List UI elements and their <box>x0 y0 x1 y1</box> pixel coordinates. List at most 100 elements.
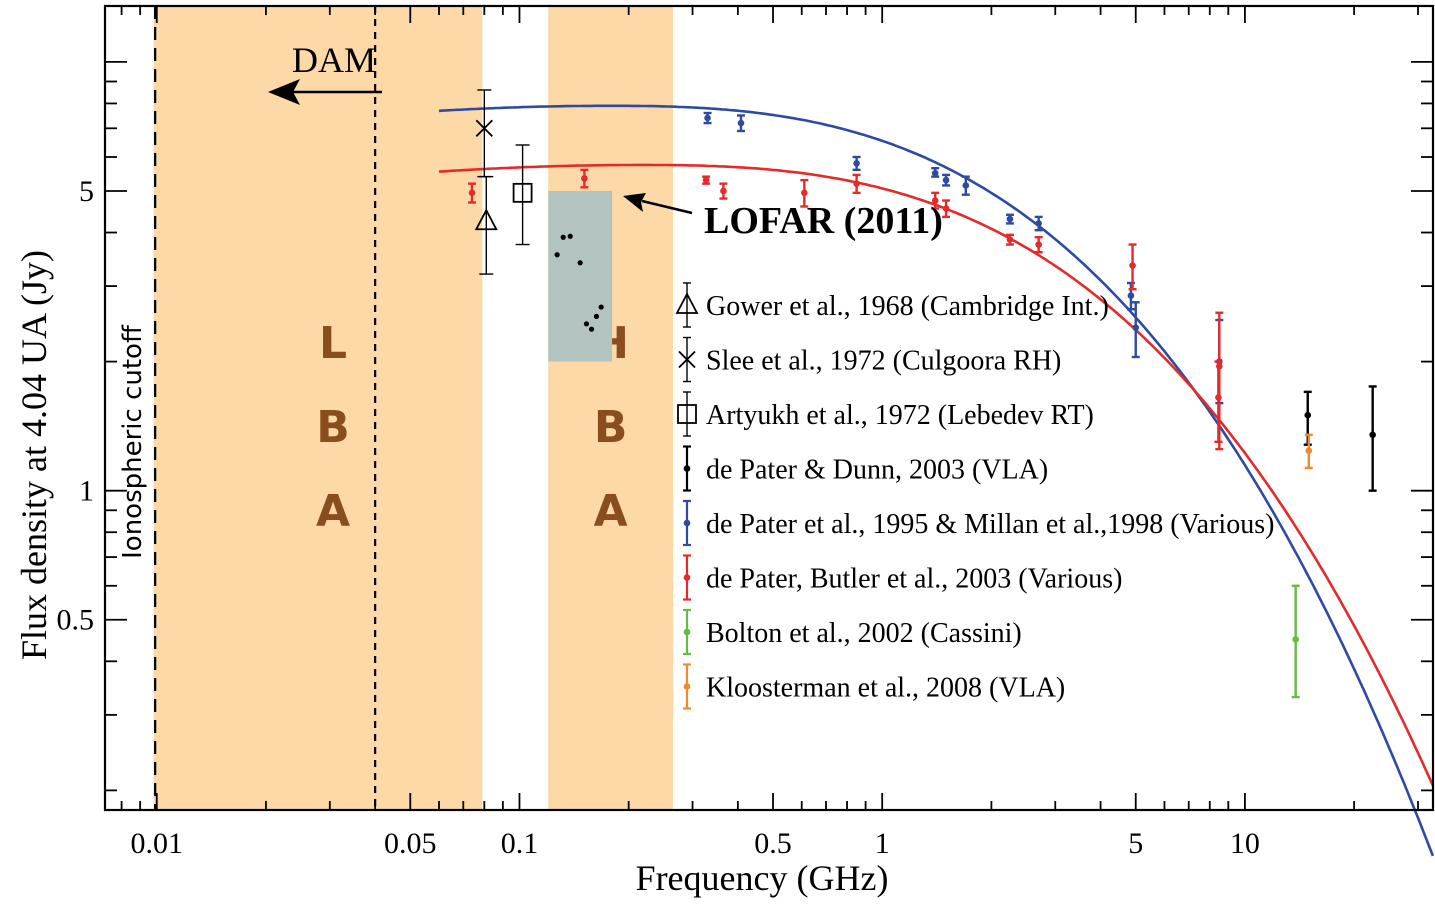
x-tick-label: 0.05 <box>384 827 437 860</box>
data-point <box>1035 220 1042 227</box>
legend-label: Kloosterman et al., 2008 (VLA) <box>706 673 1065 704</box>
lofar-point <box>583 321 590 327</box>
lofar-region <box>548 190 613 362</box>
legend-label: Bolton et al., 2002 (Cassini) <box>706 618 1022 649</box>
legend-label: Artyukh et al., 1972 (Lebedev RT) <box>706 400 1094 431</box>
series-4 <box>1303 385 1377 492</box>
data-point <box>1132 324 1140 331</box>
dam-arrow-head <box>268 79 300 105</box>
lofar-point <box>567 233 573 239</box>
x-tick-label: 0.5 <box>754 827 792 860</box>
legend-entry: de Pater et al., 1995 & Millan et al.,19… <box>683 499 1274 547</box>
legend-label: Slee et al., 1972 (Culgoora RH) <box>706 346 1061 377</box>
frequency-bands: LBAHBA <box>153 6 673 810</box>
hba-letter: B <box>594 402 628 453</box>
lba-letter: A <box>316 486 350 537</box>
blue-model-curve <box>438 104 1435 857</box>
legend-label: Gower et al., 1968 (Cambridge Int.) <box>706 291 1109 322</box>
data-point <box>853 180 860 187</box>
data-point <box>737 119 745 127</box>
data-point <box>468 189 476 197</box>
x-tick-label: 0.1 <box>501 827 539 860</box>
lofar-label: LOFAR (2011) <box>704 200 943 242</box>
y-axis-title: Flux density at 4.04 UA (Jy) <box>14 250 54 660</box>
data-point <box>931 169 939 177</box>
series-2 <box>475 89 493 178</box>
y-tick-label: 0.5 <box>57 604 95 637</box>
legend-marker <box>683 519 691 527</box>
hba-band <box>548 6 673 810</box>
reference-lines <box>154 6 377 810</box>
hba-letter: A <box>594 486 628 537</box>
dam-label: DAM <box>292 40 376 80</box>
legend-label: de Pater et al., 1995 & Millan et al.,19… <box>706 509 1274 540</box>
legend-marker <box>675 292 699 314</box>
lofar-arrow-head <box>623 193 646 212</box>
legend-label: de Pater, Butler et al., 2003 (Various) <box>706 564 1122 595</box>
data-point <box>801 189 808 197</box>
data-point <box>1035 241 1042 248</box>
data-point <box>1305 447 1313 454</box>
x-axis-title: Frequency (GHz) <box>636 858 889 898</box>
lofar-point <box>598 304 604 310</box>
annotations: Ionospheric cutoff DAM LOFAR (2011) <box>118 40 943 559</box>
ionospheric-cutoff-label: Ionospheric cutoff <box>118 324 148 559</box>
data-point <box>1006 236 1014 243</box>
data-point <box>1129 262 1136 269</box>
lofar-point <box>577 260 583 266</box>
data-point <box>1127 292 1135 299</box>
data-point <box>942 176 950 184</box>
data-point <box>1369 431 1376 439</box>
legend-marker <box>683 683 691 690</box>
x-tick-label: 1 <box>875 827 890 860</box>
legend-entry: Bolton et al., 2002 (Cassini) <box>683 608 1022 656</box>
lofar-point <box>560 234 566 240</box>
lofar-point <box>554 252 560 258</box>
lofar-arrow-line <box>641 199 693 215</box>
x-tick-label: 5 <box>1128 827 1143 860</box>
data-point <box>942 205 950 212</box>
data-points <box>468 89 1377 699</box>
data-point <box>853 160 860 167</box>
legend-entry: Slee et al., 1972 (Culgoora RH) <box>678 336 1061 383</box>
legend-entry: Artyukh et al., 1972 (Lebedev RT) <box>677 391 1094 437</box>
series-7 <box>1291 584 1300 699</box>
lofar-point <box>588 326 595 332</box>
y-tick-label: 1 <box>79 475 94 508</box>
legend-marker <box>683 574 691 581</box>
data-point <box>1304 411 1312 419</box>
legend-entry: de Pater & Dunn, 2003 (VLA) <box>683 445 1048 492</box>
series-3 <box>512 144 533 246</box>
legend-entry: Gower et al., 1968 (Cambridge Int.) <box>675 282 1109 328</box>
legend: Gower et al., 1968 (Cambridge Int.) Slee … <box>675 282 1274 710</box>
data-point <box>704 114 711 122</box>
data-point <box>475 119 493 137</box>
series-6 <box>468 168 1224 451</box>
data-point <box>1215 394 1222 401</box>
y-tick-label: 5 <box>79 175 94 208</box>
lofar-box <box>548 190 613 362</box>
legend-marker <box>683 465 691 472</box>
lba-band <box>153 6 483 810</box>
x-tick-label: 10 <box>1230 827 1260 860</box>
plot-frame <box>103 4 1435 812</box>
data-point <box>581 175 588 182</box>
data-point <box>702 176 710 184</box>
lba-letter: L <box>319 318 347 369</box>
legend-label: de Pater & Dunn, 2003 (VLA) <box>706 455 1048 486</box>
legend-entry: de Pater, Butler et al., 2003 (Various) <box>683 554 1122 601</box>
series-8 <box>1304 433 1313 470</box>
lofar-point <box>593 313 600 319</box>
x-tick-label: 0.01 <box>130 827 183 860</box>
data-point <box>962 182 970 189</box>
axes: 0.01 0.05 0.1 0.5 1 5 10 0.5 1 5 Frequency (GHz) Fl… <box>14 4 1435 898</box>
lba-letter: B <box>316 402 350 453</box>
legend-marker <box>677 404 697 424</box>
data-point <box>1006 215 1014 223</box>
data-point <box>931 197 939 204</box>
data-point <box>720 187 727 195</box>
data-point <box>512 182 533 203</box>
data-point <box>1292 636 1299 643</box>
legend-marker <box>683 628 691 636</box>
